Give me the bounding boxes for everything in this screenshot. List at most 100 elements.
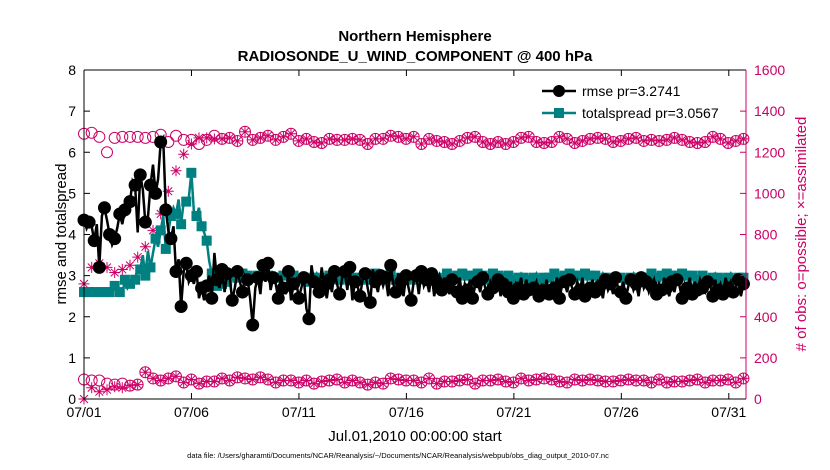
data-point <box>179 256 193 270</box>
data-point <box>82 215 96 229</box>
obs-point <box>538 137 550 149</box>
data-point <box>348 275 362 289</box>
obs-point <box>231 135 243 147</box>
obs-point <box>415 377 427 389</box>
obs-point <box>423 133 435 145</box>
data-point <box>176 219 187 230</box>
obs-point <box>346 133 358 145</box>
obs-point <box>484 138 496 150</box>
obs-point <box>262 130 274 142</box>
data-point <box>467 270 478 281</box>
obs-point <box>630 375 642 386</box>
obs-point <box>500 138 512 150</box>
y-tick-label-left: 2 <box>68 309 76 325</box>
obs-point <box>546 374 558 385</box>
data-point <box>508 274 519 285</box>
obs-point <box>162 185 174 197</box>
obs-point <box>354 377 366 389</box>
obs-point <box>400 133 412 145</box>
x-tick-label: 07/16 <box>389 404 424 420</box>
obs-point <box>408 131 420 143</box>
obs-point <box>615 375 627 386</box>
obs-point <box>400 375 412 386</box>
obs-point <box>331 134 343 146</box>
data-point <box>169 265 183 279</box>
data-point <box>646 268 657 279</box>
data-point <box>246 318 260 332</box>
obs-point <box>147 372 159 384</box>
obs-point <box>584 374 596 385</box>
data-point <box>125 278 136 289</box>
data-point <box>217 278 228 289</box>
x-tick-label: 07/01 <box>66 404 101 420</box>
data-point <box>518 272 529 283</box>
obs-point <box>201 132 213 144</box>
data-point <box>677 268 688 279</box>
obs-point <box>262 374 274 385</box>
obs-point <box>369 133 381 145</box>
y-axis-label-left: rmse and totalspread <box>53 164 70 305</box>
data-point <box>181 196 192 207</box>
obs-point <box>523 131 535 143</box>
obs-point <box>477 136 489 148</box>
obs-point <box>177 133 190 146</box>
obs-point <box>339 377 351 389</box>
data-point <box>160 243 171 254</box>
data-point <box>138 215 152 229</box>
obs-point <box>185 138 197 150</box>
data-point <box>287 277 301 291</box>
obs-point <box>676 134 688 146</box>
legend-rmse-marker <box>553 85 565 97</box>
obs-point <box>86 261 98 273</box>
data-point <box>92 260 106 274</box>
data-point <box>712 272 723 283</box>
obs-point <box>170 370 182 382</box>
y-tick-label-left: 3 <box>68 268 76 284</box>
data-point <box>210 273 224 287</box>
data-point <box>145 262 156 273</box>
x-tick-label: 07/31 <box>711 404 746 420</box>
obs-point <box>737 372 749 384</box>
obs-point <box>193 378 205 390</box>
y-tick-label-left: 6 <box>68 144 76 160</box>
x-tick-label: 07/11 <box>282 404 316 420</box>
obs-point <box>431 378 443 390</box>
obs-point <box>316 137 328 149</box>
data-point <box>123 195 137 209</box>
data-point <box>726 285 740 299</box>
obs-point <box>592 132 604 144</box>
obs-point <box>561 133 573 145</box>
obs-point <box>431 135 443 147</box>
obs-point <box>469 378 481 390</box>
obs-point <box>170 129 183 142</box>
obs-point <box>622 374 634 385</box>
obs-point <box>661 377 673 389</box>
obs-point <box>208 133 220 145</box>
legend: rmse pr=3.2741 totalspread pr=3.0567 <box>536 78 736 124</box>
obs-point <box>239 126 251 138</box>
obs-point <box>247 374 259 385</box>
obs-point <box>116 264 128 275</box>
data-point <box>736 277 750 291</box>
obs-point <box>124 130 137 143</box>
data-point <box>150 233 161 244</box>
data-point <box>119 274 130 285</box>
x-axis-label: Jul.01,2010 00:00:00 start <box>328 428 502 445</box>
data-point <box>189 265 203 279</box>
obs-point <box>270 377 282 389</box>
obs-point <box>101 146 114 159</box>
data-point <box>487 268 498 279</box>
data-point <box>191 210 202 221</box>
y-tick-label-right: 400 <box>754 309 778 325</box>
obs-point <box>408 375 420 386</box>
legend-spread-marker <box>554 108 564 118</box>
obs-point <box>300 375 312 386</box>
obs-point <box>377 378 389 390</box>
obs-point <box>730 135 742 147</box>
data-point <box>579 268 590 279</box>
legend-box <box>536 78 736 124</box>
obs-point <box>500 376 512 387</box>
data-point <box>174 299 188 313</box>
obs-point <box>538 372 550 384</box>
data-point <box>358 267 372 281</box>
